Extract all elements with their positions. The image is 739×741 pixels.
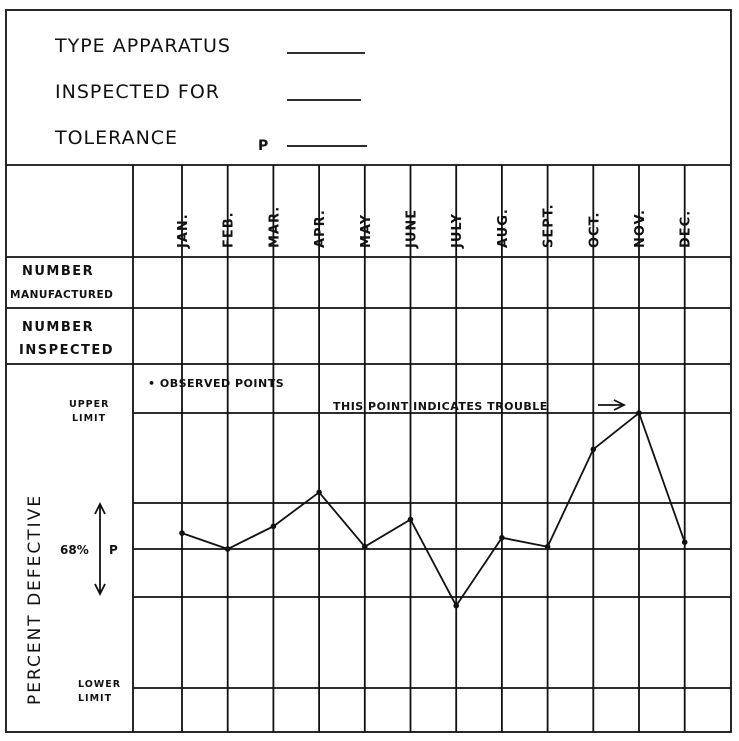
month-label: NOV. bbox=[633, 209, 648, 248]
month-label: JUNE bbox=[405, 209, 420, 249]
data-point bbox=[544, 543, 551, 550]
number-inspected-label-1: NUMBER bbox=[22, 320, 94, 335]
lower-limit-label-2: LIMIT bbox=[78, 693, 112, 704]
tolerance-symbol: P bbox=[258, 138, 268, 154]
month-label: MAR. bbox=[267, 206, 282, 248]
month-label: MAY bbox=[359, 214, 374, 248]
data-point bbox=[179, 530, 185, 536]
number-inspected-label-2: INSPECTED bbox=[19, 343, 114, 358]
month-label: OCT. bbox=[587, 212, 602, 248]
data-point bbox=[407, 516, 414, 523]
series-line bbox=[181, 411, 686, 608]
trouble-arrow-icon bbox=[598, 399, 627, 411]
month-label: JULY bbox=[450, 213, 465, 249]
data-point bbox=[316, 489, 322, 496]
trouble-annotation: THIS POINT INDICATES TROUBLE bbox=[333, 400, 548, 413]
outer-frame bbox=[5, 9, 732, 733]
data-points bbox=[179, 410, 688, 609]
data-point bbox=[590, 446, 597, 453]
month-labels: JAN. FEB. MAR. APR. MAY JUNE JULY AUG. SEPT. OCT.… bbox=[176, 203, 694, 249]
data-point bbox=[681, 539, 688, 545]
number-manufactured-label-2: MANUFACTURED bbox=[10, 289, 113, 301]
lower-limit-label-1: LOWER bbox=[78, 679, 121, 690]
number-manufactured-label-1: NUMBER bbox=[22, 264, 94, 279]
data-point bbox=[270, 523, 277, 530]
sigma-range-arrow-icon bbox=[94, 501, 106, 597]
data-point bbox=[636, 410, 642, 416]
center-pct-label: 68% bbox=[60, 543, 89, 557]
upper-limit-label-2: LIMIT bbox=[72, 413, 106, 424]
data-point bbox=[499, 534, 505, 541]
data-point bbox=[362, 543, 368, 550]
upper-limit-label-1: UPPER bbox=[69, 399, 109, 410]
y-axis-label: PERCENT DEFECTIVE bbox=[25, 494, 45, 705]
month-label: SEPT. bbox=[542, 203, 557, 248]
data-point bbox=[224, 546, 231, 552]
data-point bbox=[453, 602, 460, 609]
type-apparatus-label: TYPE APPARATUS bbox=[54, 35, 231, 57]
month-label: AUG. bbox=[496, 208, 511, 248]
tolerance-label: TOLERANCE bbox=[54, 127, 178, 149]
month-label: DEC. bbox=[679, 210, 694, 248]
center-p-label: P bbox=[109, 543, 118, 557]
month-columns bbox=[181, 165, 686, 732]
legend-observed-points: • OBSERVED POINTS bbox=[148, 377, 284, 390]
inspected-for-label: INSPECTED FOR bbox=[55, 81, 220, 103]
month-label: FEB. bbox=[222, 211, 237, 248]
month-label: JAN. bbox=[176, 213, 191, 249]
month-label: APR. bbox=[313, 209, 328, 248]
